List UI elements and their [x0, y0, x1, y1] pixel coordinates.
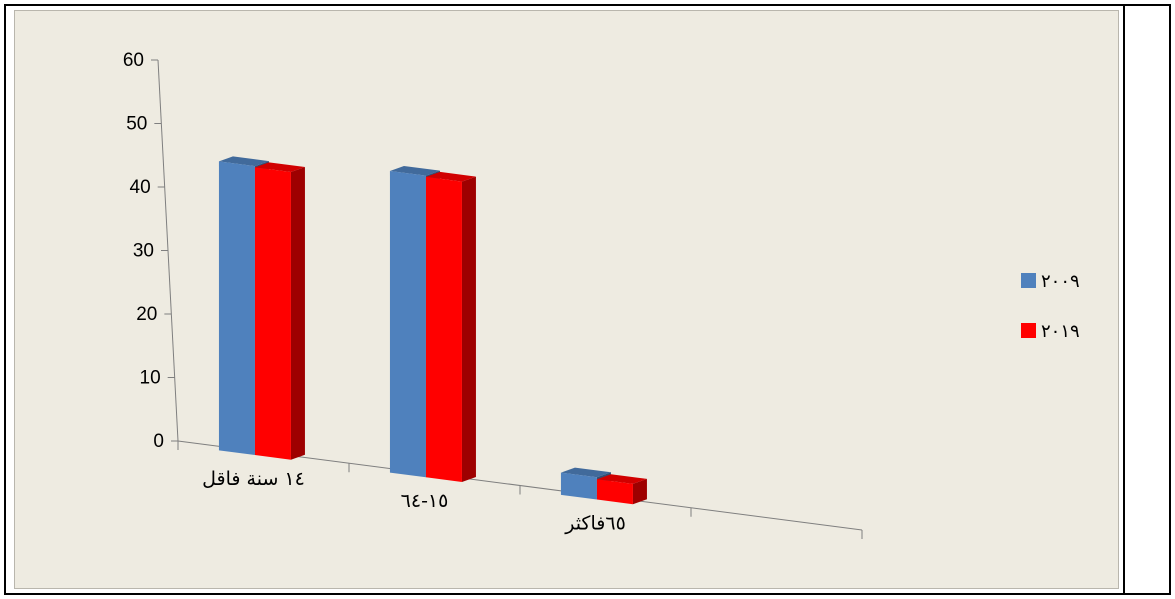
x-ticks: [177, 441, 863, 539]
y-tick-label: 0: [153, 431, 164, 452]
bar-front: [425, 176, 462, 482]
bar-side: [632, 478, 647, 505]
category-label: ١٤ سنة فاقل: [202, 468, 305, 490]
legend-label: ٢٠١٩: [1041, 321, 1080, 342]
y-tick-label: 60: [123, 50, 144, 71]
bar-front: [218, 161, 255, 456]
bar-side: [461, 176, 476, 482]
plot-area: 0 10 20 30 40 50 60 ١٤ سنة فاقل ١٥-٦٤ ٦٥فاكثر ٢٠…: [14, 10, 1119, 589]
y-tick-label: 40: [130, 177, 151, 198]
y-tick-label: 50: [126, 114, 147, 135]
legend-swatch: [1021, 273, 1036, 288]
bar-top: [218, 156, 269, 167]
bar-top: [254, 162, 305, 173]
bar-front: [596, 479, 633, 505]
y-tick-label: 20: [136, 304, 157, 325]
bars: [218, 156, 647, 505]
bar-front: [389, 170, 426, 478]
category-labels: ١٤ سنة فاقل ١٥-٦٤ ٦٥فاكثر: [202, 468, 626, 535]
bar-top: [389, 165, 440, 176]
bar-top: [596, 474, 647, 484]
bar-front: [254, 167, 291, 460]
bar-side: [290, 167, 305, 460]
legend-swatch: [1021, 323, 1036, 338]
chart-frame: 0 10 20 30 40 50 60 ١٤ سنة فاقل ١٥-٦٤ ٦٥فاكثر ٢٠…: [4, 4, 1171, 595]
y-tick-label: 30: [133, 241, 154, 262]
y-ticks: 0 10 20 30 40 50 60: [123, 50, 178, 452]
bar-0-1: [254, 162, 305, 460]
bar-front: [560, 472, 597, 500]
legend: ٢٠٠٩ ٢٠١٩: [1021, 271, 1080, 342]
chart-svg: 0 10 20 30 40 50 60 ١٤ سنة فاقل ١٥-٦٤ ٦٥فاكثر ٢٠…: [123, 50, 1080, 539]
y-tick-label: 10: [140, 368, 161, 389]
bar-1-1: [425, 171, 476, 482]
bar-top: [425, 171, 476, 182]
bar-top: [560, 467, 611, 478]
bar-2-1: [596, 474, 647, 505]
category-label: ١٥-٦٤: [401, 490, 449, 512]
frame-divider: [1123, 6, 1125, 593]
legend-label: ٢٠٠٩: [1041, 271, 1080, 292]
category-label: ٦٥فاكثر: [564, 512, 626, 534]
